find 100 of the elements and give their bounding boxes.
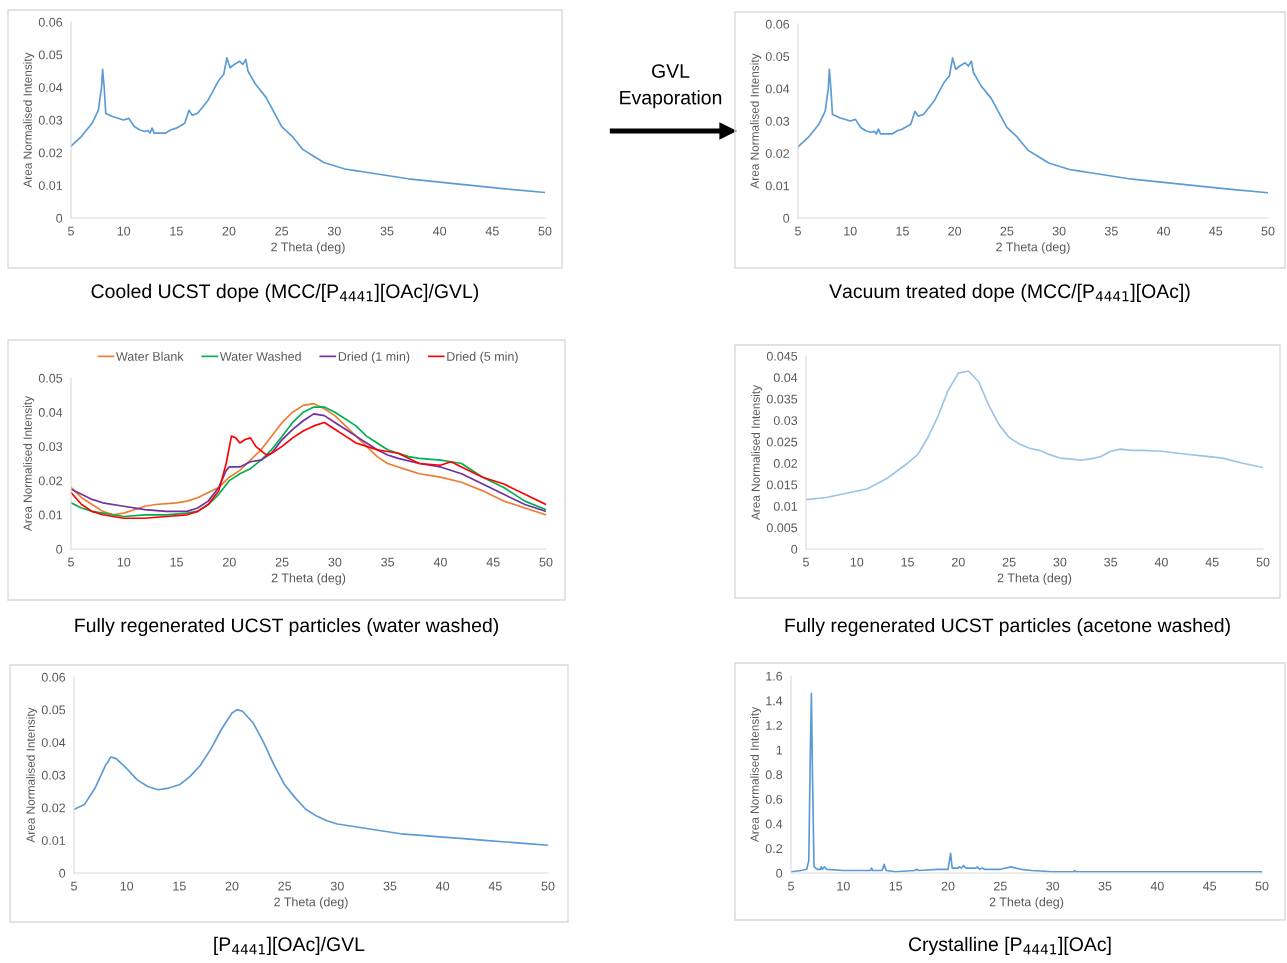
x-tick-label: 5 [68, 557, 74, 567]
line-series [74, 708, 548, 847]
y-tick-label: 0.05 [38, 50, 63, 60]
y-tick-label: 0.04 [38, 83, 63, 92]
x-tick-label: 20 [223, 557, 236, 567]
y-tick-label: 0.045 [766, 351, 798, 361]
y-tick-label: 0.04 [765, 84, 790, 94]
legend-label: Dried (1 min) [338, 351, 410, 364]
x-tick-label: 45 [488, 881, 502, 891]
x-tick-label: 35 [1104, 557, 1118, 567]
x-tick-label: 45 [1203, 881, 1217, 891]
x-tick-label: 20 [941, 881, 955, 891]
x-tick-label: 10 [850, 557, 864, 567]
x-tick-label: 25 [994, 881, 1007, 891]
x-tick-label: 15 [170, 226, 183, 236]
x-tick-label: 30 [330, 881, 344, 891]
y-tick-label: 0.06 [41, 672, 66, 682]
y-tick-label: 0.01 [773, 501, 798, 511]
y-tick-label: 0.03 [765, 116, 790, 126]
x-tick-label: 20 [952, 557, 965, 567]
y-tick-label: 0.02 [773, 459, 798, 468]
x-tick-label: 30 [1046, 881, 1060, 891]
y-tick-label: 0.05 [765, 52, 790, 61]
x-tick-label: 10 [117, 557, 131, 567]
text: GVL Evaporation [620, 64, 722, 109]
x-axis-title: 2 Theta (deg) [271, 242, 345, 254]
x-axis-title: 2 Theta (deg) [271, 573, 346, 585]
x-axis-title: 2 Theta (deg) [997, 573, 1072, 585]
x-axis-title: 2 Theta (deg) [989, 897, 1064, 909]
y-tick-label: 0.035 [766, 394, 798, 404]
x-tick-label: 30 [1052, 226, 1066, 236]
line-series [798, 57, 1268, 194]
x-tick-label: 15 [896, 226, 909, 236]
x-tick-label: 50 [1255, 881, 1269, 891]
x-tick-label: 10 [117, 226, 131, 236]
y-tick-label: 1.4 [766, 696, 783, 706]
x-tick-label: 25 [278, 881, 292, 891]
x-tick-label: 40 [433, 226, 447, 236]
y-tick-label: 0.06 [765, 19, 790, 29]
y-tick-label: 0.01 [38, 510, 63, 520]
text: Fully regenerated UCST particles (acetone washed) [785, 617, 1230, 637]
x-tick-label: 30 [328, 557, 342, 567]
x-axis-title: 2 Theta (deg) [996, 242, 1070, 254]
y-tick-label: 0.04 [38, 408, 63, 417]
x-tick-label: 35 [1098, 881, 1112, 891]
legend-label: Water Blank [116, 351, 184, 361]
y-tick-label: 0.05 [38, 373, 63, 383]
text: [P$_{4441}$][OAc]/GVL [214, 936, 365, 955]
text: Fully regenerated UCST particles (water washed) [75, 617, 499, 637]
y-tick-label: 0.01 [41, 836, 66, 845]
x-tick-label: 30 [327, 226, 341, 236]
y-axis-title: Area Normalised Intensity [23, 395, 35, 532]
text: Crystalline [P$_{4441}$][OAc] [909, 936, 1111, 955]
x-tick-label: 40 [433, 557, 447, 567]
y-tick-label: 1.6 [766, 671, 783, 681]
y-tick-label: 0.02 [41, 803, 66, 813]
x-tick-label: 15 [901, 557, 914, 567]
y-tick-label: 0.03 [38, 115, 63, 125]
x-tick-label: 5 [68, 226, 74, 236]
y-tick-label: 1 [776, 745, 783, 755]
y-axis-title: Area Normalised Intensity [23, 52, 35, 188]
y-tick-label: 0.04 [41, 738, 66, 747]
y-tick-label: 0.02 [38, 476, 63, 486]
y-tick-label: 0.025 [766, 437, 798, 447]
x-tick-label: 15 [173, 881, 186, 891]
y-tick-label: 0 [776, 868, 783, 878]
y-tick-label: 0.02 [765, 149, 790, 158]
x-tick-label: 45 [486, 557, 500, 567]
x-axis-title: 2 Theta (deg) [274, 897, 348, 909]
x-tick-label: 5 [795, 226, 801, 236]
y-tick-label: 0.01 [38, 181, 63, 190]
y-tick-label: 0.03 [41, 770, 66, 780]
x-tick-label: 20 [948, 226, 962, 236]
x-tick-label: 35 [383, 881, 397, 891]
legend-label: Water Washed [219, 351, 301, 361]
x-tick-label: 25 [1000, 226, 1014, 236]
y-tick-label: 0.03 [38, 442, 63, 452]
text: Vacuum treated dope (MCC/[P$_{4441}$][OAc]) [829, 283, 1190, 302]
legend-label: Dried (5 min) [447, 351, 518, 364]
x-tick-label: 30 [1053, 557, 1067, 567]
x-tick-label: 25 [275, 226, 289, 236]
y-tick-label: 0.005 [766, 523, 798, 533]
y-tick-label: 0 [59, 868, 66, 878]
y-axis-title: Area Normalised Intensity [750, 53, 762, 189]
line-series [71, 57, 545, 194]
x-tick-label: 40 [1150, 881, 1164, 891]
x-tick-label: 15 [170, 557, 183, 567]
x-tick-label: 45 [1209, 226, 1223, 236]
y-tick-label: 0.01 [765, 181, 790, 191]
x-tick-label: 50 [538, 226, 552, 236]
x-tick-label: 45 [485, 226, 499, 236]
x-tick-label: 5 [803, 557, 809, 567]
y-tick-label: 0 [783, 213, 790, 223]
y-tick-label: 0.4 [765, 819, 783, 829]
x-tick-label: 25 [1002, 557, 1016, 567]
x-tick-label: 25 [275, 557, 289, 567]
x-tick-label: 35 [1104, 226, 1118, 236]
y-tick-label: 0 [56, 213, 63, 223]
y-tick-label: 0.6 [765, 794, 783, 804]
x-tick-label: 35 [381, 557, 395, 567]
